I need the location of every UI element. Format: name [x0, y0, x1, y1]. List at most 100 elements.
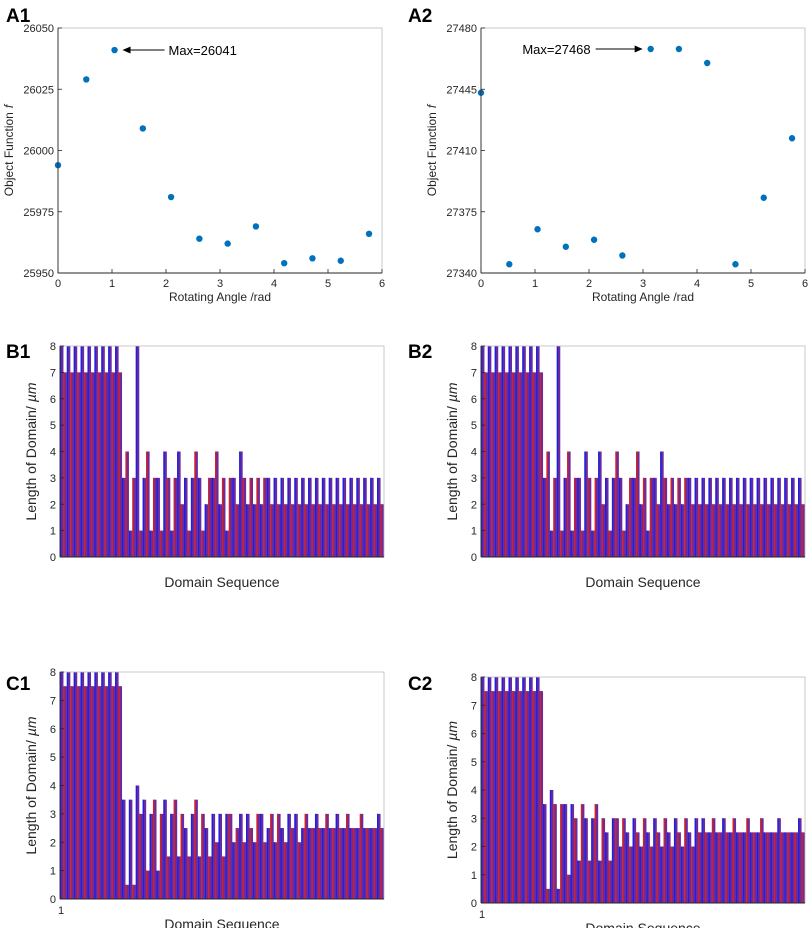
bar-fill	[332, 828, 336, 899]
bar-fill	[346, 504, 350, 557]
bar-fill	[373, 504, 378, 557]
bar-fill	[266, 477, 271, 557]
annotation-arrowhead	[634, 45, 643, 53]
bar-fill	[722, 818, 726, 903]
axes-box	[480, 27, 806, 274]
chart-a2: A2 Max=27468 27340 27375 27410 27445 27480 0 1 2 3…	[408, 6, 808, 304]
y-axis-title-text: Length of Domain/	[444, 406, 460, 521]
bar-fill	[522, 677, 526, 903]
bar-fill	[118, 686, 123, 899]
bar-fill	[125, 884, 129, 899]
bar-fill	[701, 477, 706, 557]
data-point	[224, 240, 231, 247]
bar-fill	[194, 799, 198, 899]
bar-fill	[290, 504, 295, 557]
bar-fill	[705, 504, 709, 557]
y-axis-title-symbol: µm	[444, 382, 460, 402]
bar-fill	[190, 477, 195, 557]
y-tick-label: 27410	[446, 146, 477, 158]
bar-fill	[66, 672, 71, 899]
y-axis-title-text: Object Function	[425, 112, 439, 196]
bar-fill	[601, 818, 606, 903]
bar-fill	[159, 530, 164, 557]
bar-fill	[801, 832, 805, 903]
bar-fill	[239, 813, 243, 899]
bar-fill	[325, 813, 329, 899]
bar-fill	[649, 846, 654, 903]
bar-fill	[177, 856, 181, 899]
bar-fill	[608, 860, 612, 903]
bar-fill	[328, 477, 333, 557]
annotation-label: Max=27468	[522, 42, 590, 57]
bar-fill	[128, 530, 133, 557]
bar-fill	[760, 818, 764, 903]
bar-fill	[318, 828, 322, 899]
bar-fill	[784, 477, 788, 557]
x-axis-title: Rotating Angle /rad	[169, 290, 271, 304]
y-tick-label: 27445	[446, 84, 477, 96]
bar-fill	[729, 832, 733, 903]
bar-fill	[787, 504, 792, 557]
bar-fill	[794, 832, 799, 903]
bar-fill	[308, 477, 312, 557]
x-tick-label: 5	[325, 278, 331, 290]
bar-fill	[698, 504, 702, 557]
bar-fill	[512, 372, 516, 557]
bar-fill	[794, 504, 799, 557]
y-tick-label: 3	[471, 813, 477, 825]
data-point	[196, 235, 203, 242]
bar-fill	[222, 856, 226, 899]
bar-fill	[708, 477, 712, 557]
y-tick-label: 6	[471, 729, 477, 741]
bar-fill	[487, 346, 492, 557]
bar-fill	[484, 691, 488, 903]
bar-fill	[577, 860, 581, 903]
y-tick-label: 7	[50, 695, 56, 707]
bar-fill	[501, 677, 506, 903]
bar-fill	[228, 477, 233, 557]
bar-fill	[311, 828, 316, 899]
data-point	[139, 125, 147, 132]
bar-fill	[780, 832, 785, 903]
y-axis-title-text: Length of Domain/	[23, 740, 39, 855]
y-axis-title: Length of Domain/µm	[23, 382, 39, 520]
bar-fill	[163, 799, 167, 899]
bar-fill	[139, 530, 143, 557]
bar-fill	[736, 477, 740, 557]
panel-label-a1: A1	[6, 6, 31, 27]
y-tick-label: 8	[50, 667, 56, 679]
bar-fill	[560, 530, 564, 557]
bar-fill	[284, 842, 288, 899]
bar-fill	[608, 530, 612, 557]
bar-fill	[363, 828, 367, 899]
bar-fill	[684, 818, 688, 903]
bar-fill	[297, 504, 302, 557]
bar-fill	[184, 477, 188, 557]
bar-fill	[332, 504, 336, 557]
bar-fill	[266, 828, 271, 899]
bar-fill	[284, 504, 288, 557]
x-tick-label: 3	[217, 278, 223, 290]
bar-fill	[259, 504, 264, 557]
bar-fill	[215, 451, 219, 557]
x-tick-label: 1	[109, 278, 115, 290]
bar-fill	[791, 832, 795, 903]
bar-fill	[546, 451, 550, 557]
bar-fill	[301, 477, 305, 557]
y-tick-label: 8	[50, 341, 56, 353]
bar-fill	[294, 477, 298, 557]
bar-fill	[77, 372, 81, 557]
bar-fill	[294, 813, 298, 899]
bar-fill	[636, 832, 640, 903]
y-tick-label: 6	[471, 394, 477, 406]
bar-fill	[677, 477, 681, 557]
bar-fill	[629, 846, 633, 903]
y-tick-label: 2	[50, 837, 56, 849]
x-axis-title: Domain Sequence	[164, 574, 279, 590]
bar-fill	[567, 874, 571, 903]
bar-fill	[532, 691, 537, 903]
bar-fill	[256, 813, 260, 899]
bar-fill	[632, 818, 637, 903]
bar-fill	[729, 477, 733, 557]
bar-fill	[580, 804, 585, 903]
